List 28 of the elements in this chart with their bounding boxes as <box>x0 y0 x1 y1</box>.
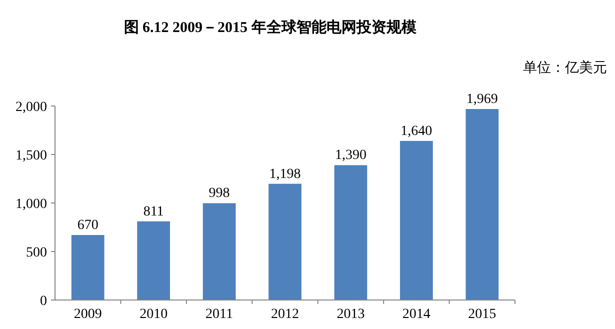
data-label: 1,640 <box>400 124 432 139</box>
data-label: 811 <box>143 204 164 220</box>
y-tick-label: 1,000 <box>16 196 47 212</box>
data-label: 1,198 <box>269 166 301 182</box>
y-tick-label: 0 <box>40 294 47 309</box>
data-label: 998 <box>208 186 230 202</box>
chart-title: 图 6.12 2009－2015 年全球智能电网投资规模 <box>124 19 418 36</box>
bar <box>71 235 104 300</box>
bar <box>202 203 236 300</box>
y-tick-label: 2,000 <box>16 100 47 115</box>
x-tick-label: 2012 <box>271 307 299 322</box>
bar <box>137 221 170 300</box>
data-label: 670 <box>77 218 98 234</box>
text: 单位：亿美元 <box>523 60 607 76</box>
bar <box>334 165 368 300</box>
data-label: 1,969 <box>466 92 498 108</box>
y-tick-label: 500 <box>26 245 47 260</box>
x-tick-label: 2011 <box>206 307 234 322</box>
x-tick-label: 2010 <box>140 307 168 322</box>
bar <box>400 140 433 300</box>
bar <box>268 184 302 300</box>
x-tick-label: 2014 <box>402 307 430 322</box>
bar <box>466 109 499 300</box>
data-label: 1,390 <box>334 148 366 164</box>
x-tick-label: 2009 <box>74 307 102 322</box>
y-tick-label: 1,500 <box>16 148 47 164</box>
x-tick-label: 2015 <box>468 307 496 322</box>
x-tick-label: 2013 <box>336 307 365 322</box>
